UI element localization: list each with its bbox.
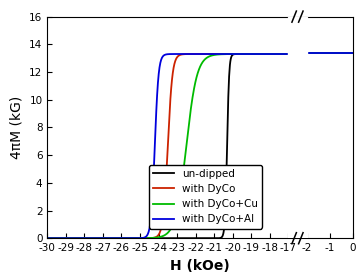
un-dipped [263, 52, 267, 56]
with DyCo [107, 237, 111, 240]
Legend: un-dipped, with DyCo, with DyCo+Cu, with DyCo+Al: un-dipped, with DyCo, with DyCo+Cu, with… [149, 165, 262, 229]
with DyCo+Cu [187, 119, 191, 122]
with DyCo+Cu [286, 52, 290, 56]
with DyCo+Al [154, 109, 158, 112]
Line: with DyCo+Cu: with DyCo+Cu [47, 54, 288, 238]
with DyCo+Al [221, 52, 225, 56]
with DyCo+Al [187, 52, 191, 56]
with DyCo+Al [88, 237, 92, 240]
with DyCo [45, 237, 50, 240]
with DyCo+Cu [45, 237, 50, 240]
Bar [288, 17, 307, 238]
with DyCo+Cu [154, 236, 158, 239]
with DyCo [251, 52, 256, 56]
X-axis label: H (kOe): H (kOe) [170, 259, 230, 273]
with DyCo [88, 237, 92, 240]
with DyCo+Al [206, 52, 210, 56]
un-dipped [45, 237, 50, 240]
with DyCo+Cu [226, 52, 231, 56]
un-dipped [154, 237, 158, 240]
with DyCo+Cu [88, 237, 92, 240]
with DyCo [187, 52, 191, 56]
Line: un-dipped: un-dipped [47, 54, 288, 238]
un-dipped [88, 237, 92, 240]
with DyCo+Cu [206, 55, 210, 58]
Line: with DyCo: with DyCo [47, 54, 288, 238]
with DyCo+Al [107, 237, 111, 240]
with DyCo+Al [227, 52, 231, 56]
Line: with DyCo+Al: with DyCo+Al [47, 54, 288, 238]
with DyCo [226, 52, 231, 56]
with DyCo [206, 52, 210, 56]
with DyCo+Cu [107, 237, 111, 240]
un-dipped [226, 84, 231, 87]
un-dipped [187, 237, 191, 240]
with DyCo [286, 52, 290, 56]
with DyCo [154, 235, 158, 238]
with DyCo+Al [286, 52, 290, 56]
un-dipped [206, 237, 210, 240]
un-dipped [286, 52, 290, 56]
Y-axis label: 4πM (kG): 4πM (kG) [10, 96, 24, 159]
un-dipped [107, 237, 111, 240]
with DyCo+Al [45, 237, 50, 240]
